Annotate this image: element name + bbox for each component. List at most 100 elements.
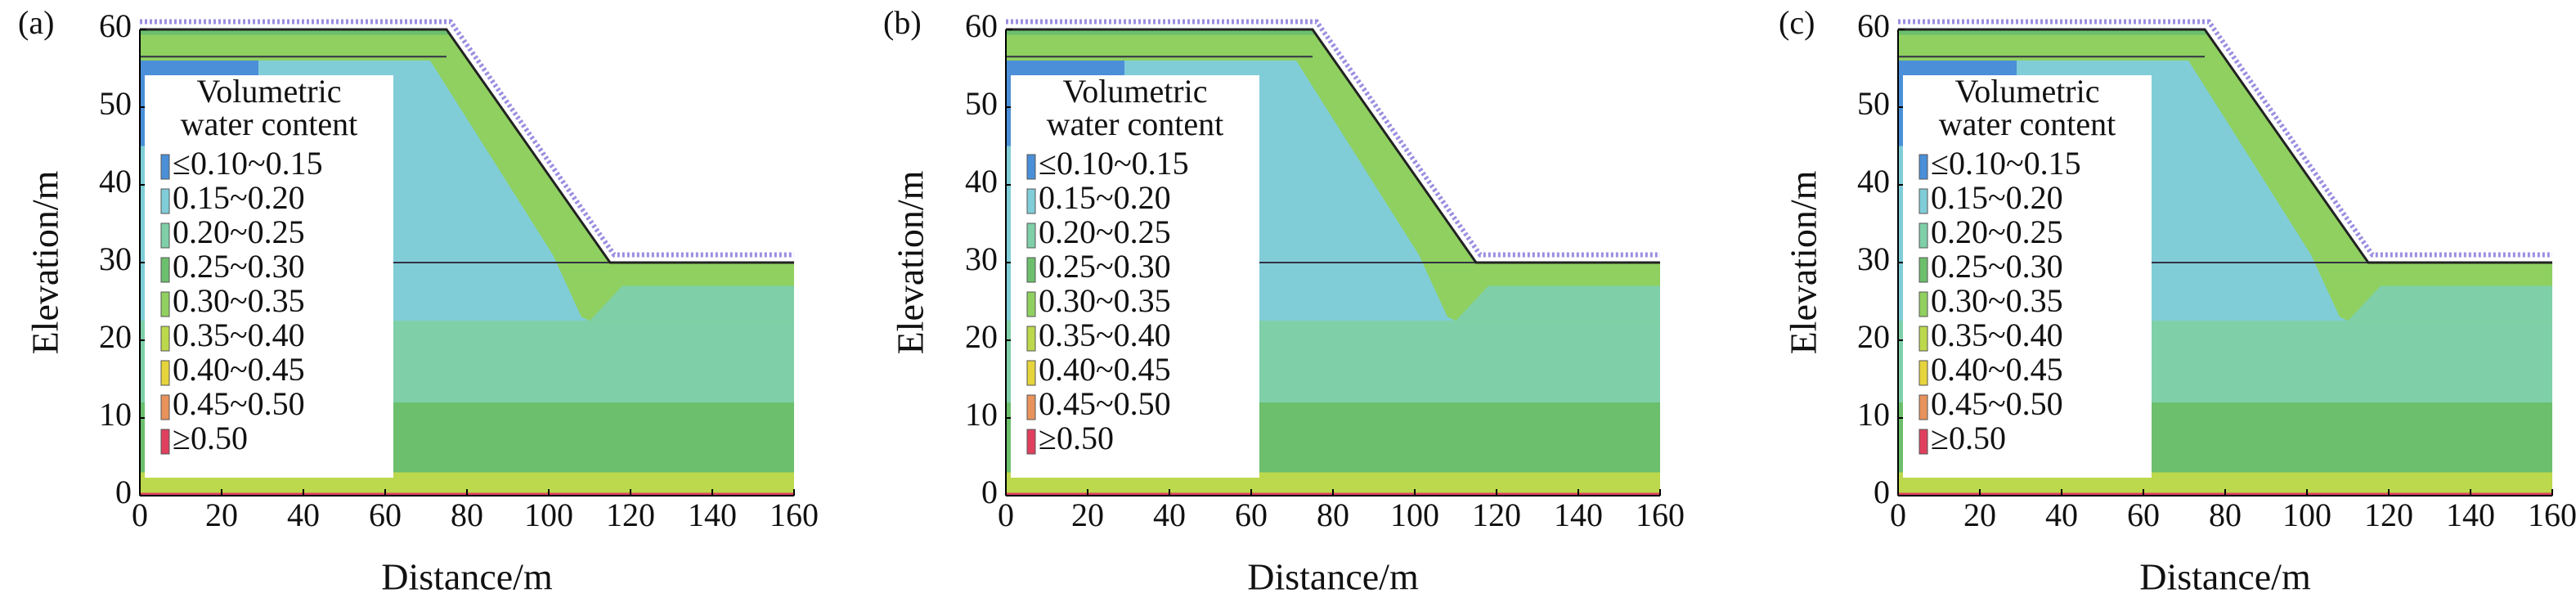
- y-tick-label: 30: [965, 240, 998, 277]
- region: [1456, 285, 1660, 321]
- panel-label: (a): [18, 4, 54, 41]
- legend-label: 0.30~0.35: [1931, 282, 2063, 319]
- legend-swatch: [1919, 429, 1928, 455]
- y-tick-label: 40: [965, 163, 998, 200]
- x-tick-label: 60: [1235, 496, 1268, 533]
- legend-swatch: [1919, 394, 1928, 420]
- legend-label: 0.30~0.35: [173, 282, 305, 319]
- y-tick-label: 10: [965, 396, 998, 433]
- legend-swatch: [1026, 291, 1036, 317]
- legend-swatch: [1026, 429, 1036, 455]
- legend-label: 0.25~0.30: [1931, 248, 2063, 285]
- y-tick-label: 40: [99, 163, 132, 200]
- legend-label: ≤0.10~0.15: [1039, 145, 1189, 182]
- x-tick-label: 100: [524, 496, 573, 533]
- legend-title: Volumetric: [196, 73, 341, 110]
- x-tick-label: 40: [1153, 496, 1186, 533]
- legend-label: 0.35~0.40: [1931, 317, 2063, 353]
- boundary-marker: [1898, 19, 2552, 258]
- legend-box: [1903, 75, 2152, 478]
- legend-label: 0.45~0.50: [1931, 385, 2063, 422]
- y-tick-label: 30: [99, 240, 132, 277]
- legend-box: [145, 75, 393, 478]
- y-axis-title: Elevation/m: [1783, 170, 1824, 354]
- legend-label: 0.15~0.20: [1931, 179, 2063, 216]
- x-tick-label: 160: [1636, 496, 1685, 533]
- legend-swatch: [1919, 360, 1928, 386]
- x-tick-label: 20: [205, 496, 238, 533]
- slope-surface: [140, 28, 794, 264]
- x-tick-label: 80: [2209, 496, 2242, 533]
- x-tick-label: 60: [369, 496, 402, 533]
- x-tick-label: 100: [2282, 496, 2331, 533]
- x-tick-label: 0: [132, 496, 148, 533]
- legend-title: Volumetric: [1954, 73, 2099, 110]
- legend-title: Volumetric: [1062, 73, 1207, 110]
- y-tick-label: 20: [1857, 318, 1890, 355]
- legend-title: water content: [1939, 106, 2116, 142]
- x-tick-label: 140: [1554, 496, 1603, 533]
- legend-swatch: [160, 222, 170, 249]
- legend-title: water content: [1047, 106, 1224, 142]
- legend-label: 0.25~0.30: [1039, 248, 1171, 285]
- region: [2348, 285, 2552, 321]
- x-tick-label: 160: [2528, 496, 2576, 533]
- legend-label: ≥0.50: [1931, 420, 2006, 456]
- panel: 0 20 40 60 80 100 120 140 160 0 10 20 30 40 50 60 Distan…: [18, 4, 819, 597]
- legend-label: 0.35~0.40: [173, 317, 305, 353]
- y-tick-label: 30: [1857, 240, 1890, 277]
- x-tick-label: 0: [1890, 496, 1906, 533]
- legend-label: 0.40~0.45: [1039, 351, 1171, 388]
- y-tick-label: 10: [1857, 396, 1890, 433]
- y-tick-label: 0: [981, 474, 998, 510]
- legend-swatch: [1919, 154, 1928, 180]
- y-tick-label: 50: [965, 85, 998, 122]
- legend-label: 0.20~0.25: [1039, 213, 1171, 250]
- x-tick-label: 120: [2364, 496, 2413, 533]
- legend-label: 0.15~0.20: [1039, 179, 1171, 216]
- legend-swatch: [1026, 257, 1036, 283]
- x-tick-label: 40: [2045, 496, 2078, 533]
- legend-label: ≥0.50: [173, 420, 248, 456]
- y-tick-label: 40: [1857, 163, 1890, 200]
- legend-swatch: [1026, 222, 1036, 249]
- legend-swatch: [1026, 188, 1036, 214]
- legend-swatch: [160, 360, 170, 386]
- legend-label: 0.20~0.25: [1931, 213, 2063, 250]
- boundary-marker: [1006, 19, 1660, 258]
- legend-label: 0.25~0.30: [173, 248, 305, 285]
- legend-label: ≤0.10~0.15: [1931, 145, 2081, 182]
- x-axis-title: Distance/m: [1247, 556, 1419, 598]
- legend-label: ≥0.50: [1039, 420, 1114, 456]
- legend-label: 0.40~0.45: [1931, 351, 2063, 388]
- y-tick-label: 60: [99, 7, 132, 44]
- legend-label: ≤0.10~0.15: [173, 145, 323, 182]
- x-tick-label: 20: [1071, 496, 1104, 533]
- y-tick-label: 60: [965, 7, 998, 44]
- legend-swatch: [1919, 257, 1928, 283]
- legend-swatch: [1026, 154, 1036, 180]
- legend-swatch: [160, 188, 170, 214]
- legend-label: 0.45~0.50: [1039, 385, 1171, 422]
- legend-label: 0.45~0.50: [173, 385, 305, 422]
- y-tick-label: 20: [99, 318, 132, 355]
- legend-swatch: [160, 326, 170, 352]
- y-axis-title: Elevation/m: [890, 170, 931, 354]
- legend-swatch: [1919, 188, 1928, 214]
- x-tick-label: 120: [606, 496, 655, 533]
- y-axis-title: Elevation/m: [25, 170, 66, 354]
- legend-swatch: [160, 429, 170, 455]
- y-tick-label: 60: [1857, 7, 1890, 44]
- legend-swatch: [1919, 291, 1928, 317]
- x-tick-label: 160: [770, 496, 819, 533]
- x-tick-label: 60: [2127, 496, 2160, 533]
- x-tick-label: 80: [451, 496, 483, 533]
- legend-label: 0.35~0.40: [1039, 317, 1171, 353]
- x-tick-label: 100: [1390, 496, 1439, 533]
- legend-swatch: [160, 154, 170, 180]
- slope-surface: [1006, 28, 1660, 264]
- region: [590, 285, 794, 321]
- x-tick-label: 0: [998, 496, 1014, 533]
- legend-swatch: [1026, 394, 1036, 420]
